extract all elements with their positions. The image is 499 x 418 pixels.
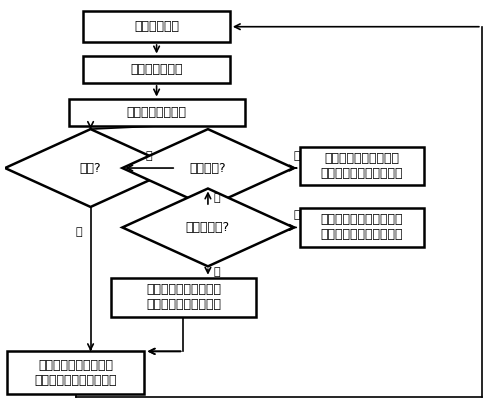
Text: 制动或加速?: 制动或加速? xyxy=(186,221,230,234)
Text: 调整四个车轮悬架的刚
度，获得理想的车身高度: 调整四个车轮悬架的刚 度，获得理想的车身高度 xyxy=(34,359,117,387)
FancyBboxPatch shape xyxy=(299,208,424,247)
Text: 改变左右侧车轮悬架的
刚度，获得理想的侧倾角: 改变左右侧车轮悬架的 刚度，获得理想的侧倾角 xyxy=(321,152,403,180)
Text: 改变前后车轮悬架的刚
度，获得理想的俯仰角: 改变前后车轮悬架的刚 度，获得理想的俯仰角 xyxy=(146,283,221,311)
Polygon shape xyxy=(122,129,293,207)
FancyBboxPatch shape xyxy=(299,147,424,186)
Text: 否: 否 xyxy=(293,210,300,220)
Text: 是: 是 xyxy=(214,193,221,203)
Text: 控制周期开始: 控制周期开始 xyxy=(134,20,179,33)
FancyBboxPatch shape xyxy=(83,56,230,83)
Text: 车辆行驶工况识别: 车辆行驶工况识别 xyxy=(127,106,187,119)
Text: 否: 否 xyxy=(293,150,300,161)
Polygon shape xyxy=(122,189,293,266)
FancyBboxPatch shape xyxy=(7,352,144,394)
FancyBboxPatch shape xyxy=(68,99,245,126)
Polygon shape xyxy=(5,129,176,207)
Text: 采集传感器信号: 采集传感器信号 xyxy=(130,63,183,76)
FancyBboxPatch shape xyxy=(111,278,255,316)
Text: 否: 否 xyxy=(146,150,153,161)
Text: 静止?: 静止? xyxy=(80,161,101,175)
Text: 是: 是 xyxy=(214,267,221,277)
Text: 调整四个车轮悬架的刚度
和阻尼，获得最佳平顺性: 调整四个车轮悬架的刚度 和阻尼，获得最佳平顺性 xyxy=(321,214,403,242)
Text: 是: 是 xyxy=(75,227,82,237)
Text: 直线行驶?: 直线行驶? xyxy=(190,161,226,175)
FancyBboxPatch shape xyxy=(83,11,230,42)
